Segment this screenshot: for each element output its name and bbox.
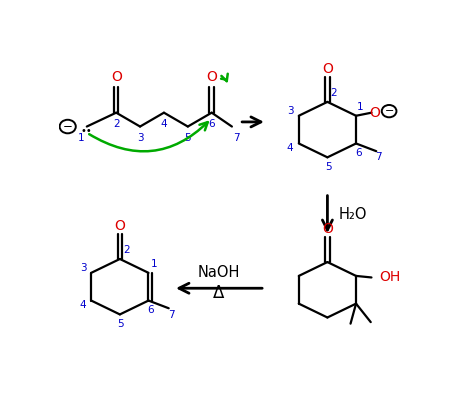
Text: 7: 7: [168, 310, 174, 320]
Text: 4: 4: [287, 143, 293, 153]
Text: O: O: [322, 62, 333, 76]
Text: 4: 4: [79, 300, 86, 310]
Text: 4: 4: [161, 119, 167, 129]
FancyArrowPatch shape: [221, 74, 228, 81]
Text: 6: 6: [147, 306, 154, 316]
Text: 3: 3: [80, 263, 86, 273]
Text: −: −: [63, 120, 73, 133]
Text: O: O: [114, 219, 125, 233]
Text: 7: 7: [375, 152, 382, 162]
Text: 6: 6: [356, 148, 362, 158]
Text: H₂O: H₂O: [339, 207, 367, 222]
Text: O: O: [322, 222, 333, 236]
Text: 7: 7: [233, 133, 240, 143]
Text: 1: 1: [151, 259, 158, 269]
Text: 1: 1: [357, 102, 364, 112]
Text: OH: OH: [380, 270, 401, 284]
Text: ••: ••: [81, 126, 93, 136]
Text: 5: 5: [117, 319, 124, 329]
Text: 1: 1: [78, 133, 84, 143]
Text: 5: 5: [325, 162, 331, 172]
Text: 3: 3: [287, 106, 294, 116]
Text: 5: 5: [184, 133, 191, 143]
Text: NaOH: NaOH: [198, 265, 240, 280]
Text: O: O: [206, 70, 217, 84]
Text: 3: 3: [137, 133, 143, 143]
Text: 6: 6: [209, 119, 215, 129]
Text: 2: 2: [113, 119, 119, 129]
Text: 2: 2: [123, 245, 130, 255]
Text: O: O: [370, 106, 381, 120]
Text: O: O: [111, 70, 122, 84]
Text: Δ: Δ: [213, 284, 225, 302]
FancyArrowPatch shape: [89, 122, 208, 151]
Text: −: −: [384, 106, 394, 116]
Text: 2: 2: [331, 88, 337, 98]
